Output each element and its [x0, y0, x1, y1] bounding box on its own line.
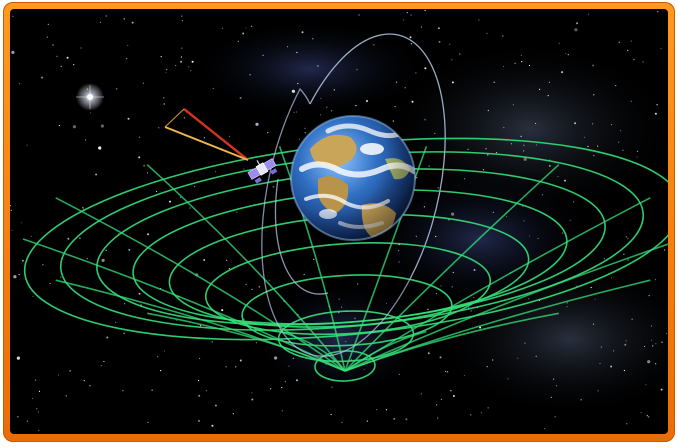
spacetime-grid — [22, 137, 668, 382]
signal-beams — [164, 108, 249, 161]
earth-icon — [290, 115, 416, 241]
orbit-ring-front — [261, 87, 411, 357]
space-illustration — [10, 9, 668, 431]
bright-star-icon — [76, 83, 104, 111]
orbit-ring-back — [309, 33, 446, 280]
space-scene — [10, 9, 668, 434]
satellite-icon — [247, 158, 278, 184]
nebula-haze — [190, 19, 668, 419]
